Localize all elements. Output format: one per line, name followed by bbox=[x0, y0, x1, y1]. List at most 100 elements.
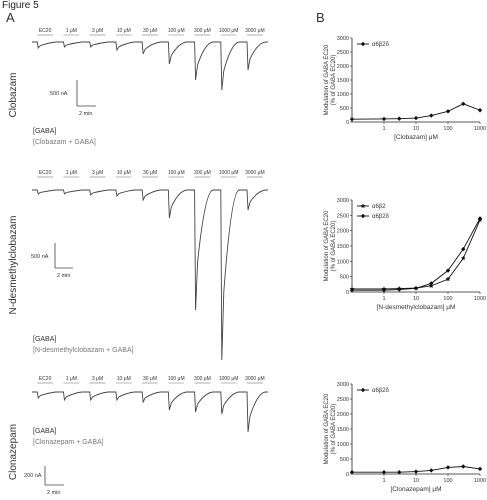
ndmc-legend-gaba: [GABA] bbox=[33, 336, 56, 343]
x-tick-label: 10 bbox=[413, 296, 419, 302]
x-tick-label: 100 bbox=[443, 478, 452, 484]
series-line bbox=[352, 218, 481, 291]
data-point bbox=[428, 283, 434, 288]
ndmc-scale-time-label: 2 min bbox=[57, 273, 70, 279]
y-axis-label-units: (% of GABA EC20) bbox=[331, 55, 337, 106]
y-tick-label: 2500 bbox=[337, 50, 349, 56]
y-axis-label-units: (% of GABA EC20) bbox=[331, 404, 337, 455]
data-point bbox=[381, 287, 387, 293]
data-point bbox=[413, 286, 419, 291]
concentration-label: 30 μM bbox=[143, 170, 157, 176]
figure-title: Figure 5 bbox=[2, 0, 39, 11]
concentration-label: EC20 bbox=[39, 28, 52, 34]
y-tick-label: 500 bbox=[340, 106, 349, 112]
x-tick-label: 10 bbox=[413, 126, 419, 132]
x-tick-label: 1 bbox=[382, 126, 385, 132]
y-tick-label: 3000 bbox=[337, 198, 349, 204]
y-tick-label: 1000 bbox=[337, 259, 349, 265]
y-tick-label: 2000 bbox=[337, 229, 349, 235]
clonazepam-drug-label: Clonazepam bbox=[8, 424, 19, 480]
y-tick-label: 2000 bbox=[337, 64, 349, 70]
concentration-label: 3 μM bbox=[92, 28, 103, 34]
y-tick-label: 0 bbox=[346, 290, 349, 296]
data-point bbox=[461, 246, 466, 252]
data-point bbox=[360, 41, 366, 47]
data-point bbox=[397, 470, 402, 475]
x-tick-label: 100 bbox=[443, 296, 452, 302]
data-point bbox=[445, 109, 451, 114]
data-point bbox=[413, 115, 419, 121]
series-line bbox=[352, 219, 481, 290]
y-tick-label: 1500 bbox=[337, 427, 349, 433]
x-tick-label: 1000 bbox=[474, 126, 486, 132]
ndmc-drug-label: N-desmethylclobazam bbox=[8, 216, 19, 315]
concentration-label: 300 μM bbox=[194, 28, 211, 34]
data-point bbox=[429, 468, 434, 473]
clobazam-scale-current-label: 500 nA bbox=[50, 91, 68, 97]
y-tick-label: 0 bbox=[346, 120, 349, 126]
legend-label: α6β2 bbox=[372, 204, 386, 210]
data-point bbox=[429, 281, 434, 286]
series-line bbox=[351, 103, 481, 120]
concentration-label: 3000 μM bbox=[245, 376, 265, 382]
y-tick-label: 500 bbox=[340, 457, 349, 463]
concentration-label: 300 μM bbox=[194, 170, 211, 176]
data-point bbox=[381, 470, 387, 475]
clobazam-legend-gaba: [GABA] bbox=[33, 128, 56, 135]
concentration-label: 30 μM bbox=[143, 28, 157, 34]
concentration-label: 300 μM bbox=[194, 376, 211, 382]
concentration-label: 100 μM bbox=[168, 28, 185, 34]
x-tick-label: 10 bbox=[413, 478, 419, 484]
concentration-label: EC20 bbox=[39, 376, 52, 382]
data-point bbox=[461, 464, 466, 469]
concentration-label: 3 μM bbox=[92, 170, 103, 176]
ndmc-concentration-response-chart: 0 500 1000 1500 2000 2500 3000 1 10 100 1000 Modula… bbox=[324, 198, 486, 311]
clonazepam-concentration-response-chart: 0 500 1000 1500 2000 2500 3000 1 10 100 1000 Modula… bbox=[324, 382, 486, 493]
y-tick-label: 1500 bbox=[337, 78, 349, 84]
x-axis-label: [Clobazam] μM bbox=[394, 134, 438, 141]
x-tick-label: 1000 bbox=[474, 296, 486, 302]
clonazepam-legend-gaba: [GABA] bbox=[33, 428, 56, 435]
y-tick-label: 1500 bbox=[337, 244, 349, 250]
panel-b-label: B bbox=[316, 10, 325, 25]
y-tick-label: 500 bbox=[340, 275, 349, 281]
clonazepam-scale-current-label: 200 nA bbox=[24, 473, 42, 479]
y-axis-label: Modulation of GABA EC20 bbox=[324, 393, 330, 464]
y-axis-label-units: (% of GABA EC20) bbox=[331, 221, 337, 272]
x-tick-label: 1 bbox=[382, 296, 385, 302]
x-axis-label: [Clonazepam] μM bbox=[390, 486, 441, 493]
data-point bbox=[397, 287, 402, 292]
x-axis-label: [N-desmethylclobazam] μM bbox=[377, 304, 456, 311]
clobazam-scale-time-label: 2 min bbox=[79, 111, 92, 117]
concentration-label: 30 μM bbox=[143, 376, 157, 382]
data-point bbox=[445, 465, 451, 470]
y-tick-label: 2500 bbox=[337, 397, 349, 403]
clonazepam-current-trace bbox=[32, 391, 268, 433]
data-point bbox=[461, 101, 466, 106]
series-line bbox=[352, 466, 481, 473]
y-tick-label: 3000 bbox=[337, 382, 349, 388]
concentration-label: 10 μM bbox=[117, 170, 131, 176]
y-axis-label: Modulation of GABA EC20 bbox=[324, 44, 330, 115]
y-tick-label: 1000 bbox=[337, 442, 349, 448]
concentration-label: 1000 μM bbox=[219, 28, 239, 34]
clonazepam-trace-panel: Clonazepam EC20 1 μM 3 μM 10 μM 30 μM 100 μM 3… bbox=[8, 376, 268, 496]
data-point bbox=[445, 268, 451, 273]
clobazam-legend-drug: [Clobazam + GABA] bbox=[33, 139, 96, 146]
concentration-label: 1 μM bbox=[66, 28, 77, 34]
data-point bbox=[477, 216, 483, 221]
data-point bbox=[429, 113, 434, 118]
ndmc-scale-current-label: 500 nA bbox=[31, 254, 49, 260]
data-point bbox=[477, 466, 483, 472]
clobazam-trace-panel: Clobazam EC20 1 μM 3 μM 10 μM 30 μM 100 μM 300… bbox=[8, 28, 268, 146]
y-tick-label: 3000 bbox=[337, 36, 349, 42]
y-tick-label: 1000 bbox=[337, 92, 349, 98]
legend-entry: α6β2δ bbox=[357, 41, 390, 48]
clonazepam-legend-drug: [Clonazepam + GABA] bbox=[33, 439, 104, 446]
x-tick-label: 100 bbox=[443, 126, 452, 132]
ndmc-current-trace bbox=[32, 189, 268, 361]
legend-label: α6β2δ bbox=[372, 214, 390, 220]
y-tick-label: 0 bbox=[346, 472, 349, 478]
y-tick-label: 2000 bbox=[337, 412, 349, 418]
y-axis-label: Modulation of GABA EC20 bbox=[324, 210, 330, 281]
